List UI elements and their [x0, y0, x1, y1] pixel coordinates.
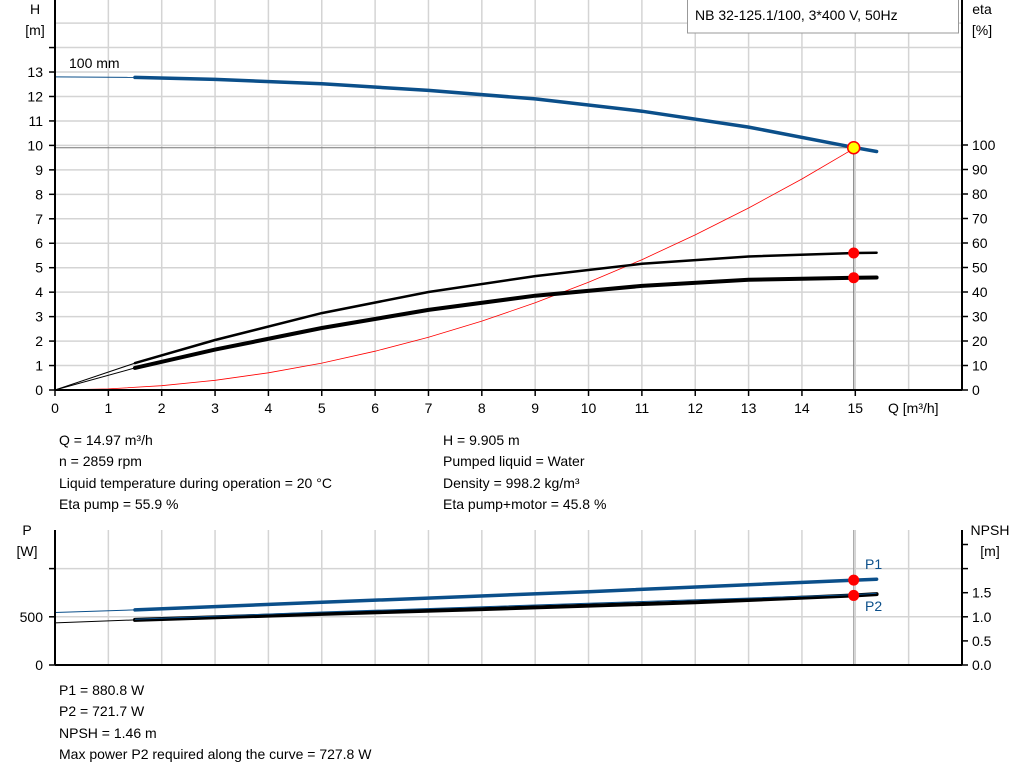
eta-tick-label: 40 — [972, 284, 988, 300]
info-flow: Q = 14.97 m³/h — [59, 432, 153, 448]
info-top-right: H = 9.905 m Pumped liquid = Water Densit… — [443, 430, 606, 515]
info-npsh: NPSH = 1.46 m — [59, 724, 157, 741]
npsh-tick-label: 0.5 — [972, 633, 992, 649]
eta-tick-label: 10 — [972, 358, 988, 374]
p2-series-label: P2 — [865, 598, 882, 614]
eta-tick-label: 70 — [972, 211, 988, 227]
p2-curve-extension — [54, 619, 136, 624]
h-axis-unit: [m] — [25, 22, 44, 38]
info-density: Density = 998.2 kg/m³ — [443, 474, 580, 491]
npsh-curve — [134, 592, 877, 620]
x-tick-label: 8 — [478, 400, 486, 416]
info-pumped-liquid: Pumped liquid = Water — [443, 453, 585, 470]
head-curve — [133, 75, 879, 154]
h-tick-label: 6 — [35, 235, 43, 251]
x-tick-label: 0 — [51, 400, 59, 416]
info-eta-pump: Eta pump = 55.9 % — [59, 495, 179, 512]
p1-curve — [133, 577, 879, 612]
system-curve — [54, 147, 856, 391]
x-tick-label: 3 — [211, 400, 219, 416]
eta-pump-curve-extension — [54, 362, 136, 391]
tick-labels: 0 1 2 3 4 5 6 7 8 9 10 11 12 13 14 15012345678910111213… — [20, 64, 996, 673]
p-axis-unit: [W] — [17, 543, 38, 559]
h-tick-label: 12 — [27, 88, 43, 104]
h-tick-label: 4 — [35, 284, 43, 300]
info-bottom: P1 = 880.8 W P2 = 721.7 W NPSH = 1.46 m … — [59, 680, 371, 765]
axes — [49, 0, 968, 666]
curves — [54, 75, 879, 665]
eta-pump-motor-curve-extension — [54, 367, 136, 391]
eta-axis-label: eta — [972, 1, 992, 17]
eta-tick-label: 90 — [972, 162, 988, 178]
info-p1: P1 = 880.8 W — [59, 682, 145, 698]
p-tick-label: 0 — [35, 657, 43, 673]
npsh-tick-label: 1.0 — [972, 609, 992, 625]
x-tick-label: 5 — [318, 400, 326, 416]
npsh-tick-label: 0.0 — [972, 657, 992, 673]
eta-tick-label: 60 — [972, 235, 988, 251]
npsh-axis-unit: [m] — [980, 543, 999, 559]
x-tick-label: 12 — [687, 400, 703, 416]
h-tick-label: 9 — [35, 162, 43, 178]
head-curve-extension — [54, 76, 136, 78]
eta-tick-label: 0 — [972, 382, 980, 398]
title-box — [687, 0, 959, 34]
npsh-tick-label: 1.5 — [972, 585, 992, 601]
x-tick-label: 4 — [265, 400, 273, 416]
x-tick-label: 9 — [531, 400, 539, 416]
duty-point-marker — [846, 140, 861, 155]
operating-point-markers — [846, 140, 861, 601]
q-axis-label: Q [m³/h] — [888, 400, 939, 416]
h-tick-label: 2 — [35, 333, 43, 349]
info-speed: n = 2859 rpm — [59, 453, 142, 470]
grid-top — [55, 0, 963, 390]
p-axis-label: P — [22, 522, 31, 538]
h-tick-label: 8 — [35, 186, 43, 202]
npsh-axis-label: NPSH — [971, 522, 1010, 538]
h-tick-label: 11 — [28, 113, 43, 129]
h-tick-label: 5 — [35, 260, 43, 276]
eta-pump-curve — [133, 251, 878, 365]
eta-tick-label: 20 — [972, 333, 988, 349]
x-tick-label: 15 — [848, 400, 864, 416]
x-tick-label: 11 — [635, 400, 650, 416]
chart-title: NB 32-125.1/100, 3*400 V, 50Hz — [695, 7, 898, 23]
h-tick-label: 10 — [27, 137, 43, 153]
eta-pump-motor-curve — [133, 275, 879, 370]
h-axis-label: H — [30, 1, 40, 17]
info-head: H = 9.905 m — [443, 432, 520, 448]
impeller-label: 100 mm — [69, 55, 120, 71]
eta-tick-label: 100 — [972, 137, 996, 153]
h-tick-label: 13 — [27, 64, 43, 80]
x-tick-label: 14 — [794, 400, 810, 416]
h-tick-label: 7 — [35, 211, 43, 227]
h-tick-label: 0 — [35, 382, 43, 398]
p1-series-label: P1 — [865, 556, 882, 572]
info-eta-pump-motor: Eta pump+motor = 45.8 % — [443, 495, 607, 512]
p1-curve-extension — [54, 609, 136, 613]
eta-pump-motor-marker — [848, 272, 860, 284]
x-tick-label: 13 — [741, 400, 757, 416]
x-tick-label: 2 — [158, 400, 166, 416]
eta-tick-label: 80 — [972, 186, 988, 202]
eta-axis-unit: [%] — [972, 22, 992, 38]
info-liquid-temperature: Liquid temperature during operation = 20… — [59, 474, 332, 491]
eta-tick-label: 30 — [972, 309, 988, 325]
h-tick-label: 1 — [35, 358, 43, 374]
info-p2: P2 = 721.7 W — [59, 703, 145, 720]
info-max-power: Max power P2 required along the curve = … — [59, 745, 372, 762]
x-tick-label: 7 — [425, 400, 433, 416]
info-top-left: Q = 14.97 m³/h n = 2859 rpm Liquid tempe… — [59, 430, 332, 515]
eta-tick-label: 50 — [972, 260, 988, 276]
x-tick-label: 10 — [581, 400, 597, 416]
x-tick-label: 6 — [371, 400, 379, 416]
p2-marker — [848, 589, 860, 601]
p-tick-label: 500 — [20, 609, 44, 625]
x-tick-label: 1 — [104, 400, 112, 416]
eta-pump-marker — [848, 247, 860, 259]
h-tick-label: 3 — [35, 309, 43, 325]
p1-marker — [848, 574, 860, 586]
